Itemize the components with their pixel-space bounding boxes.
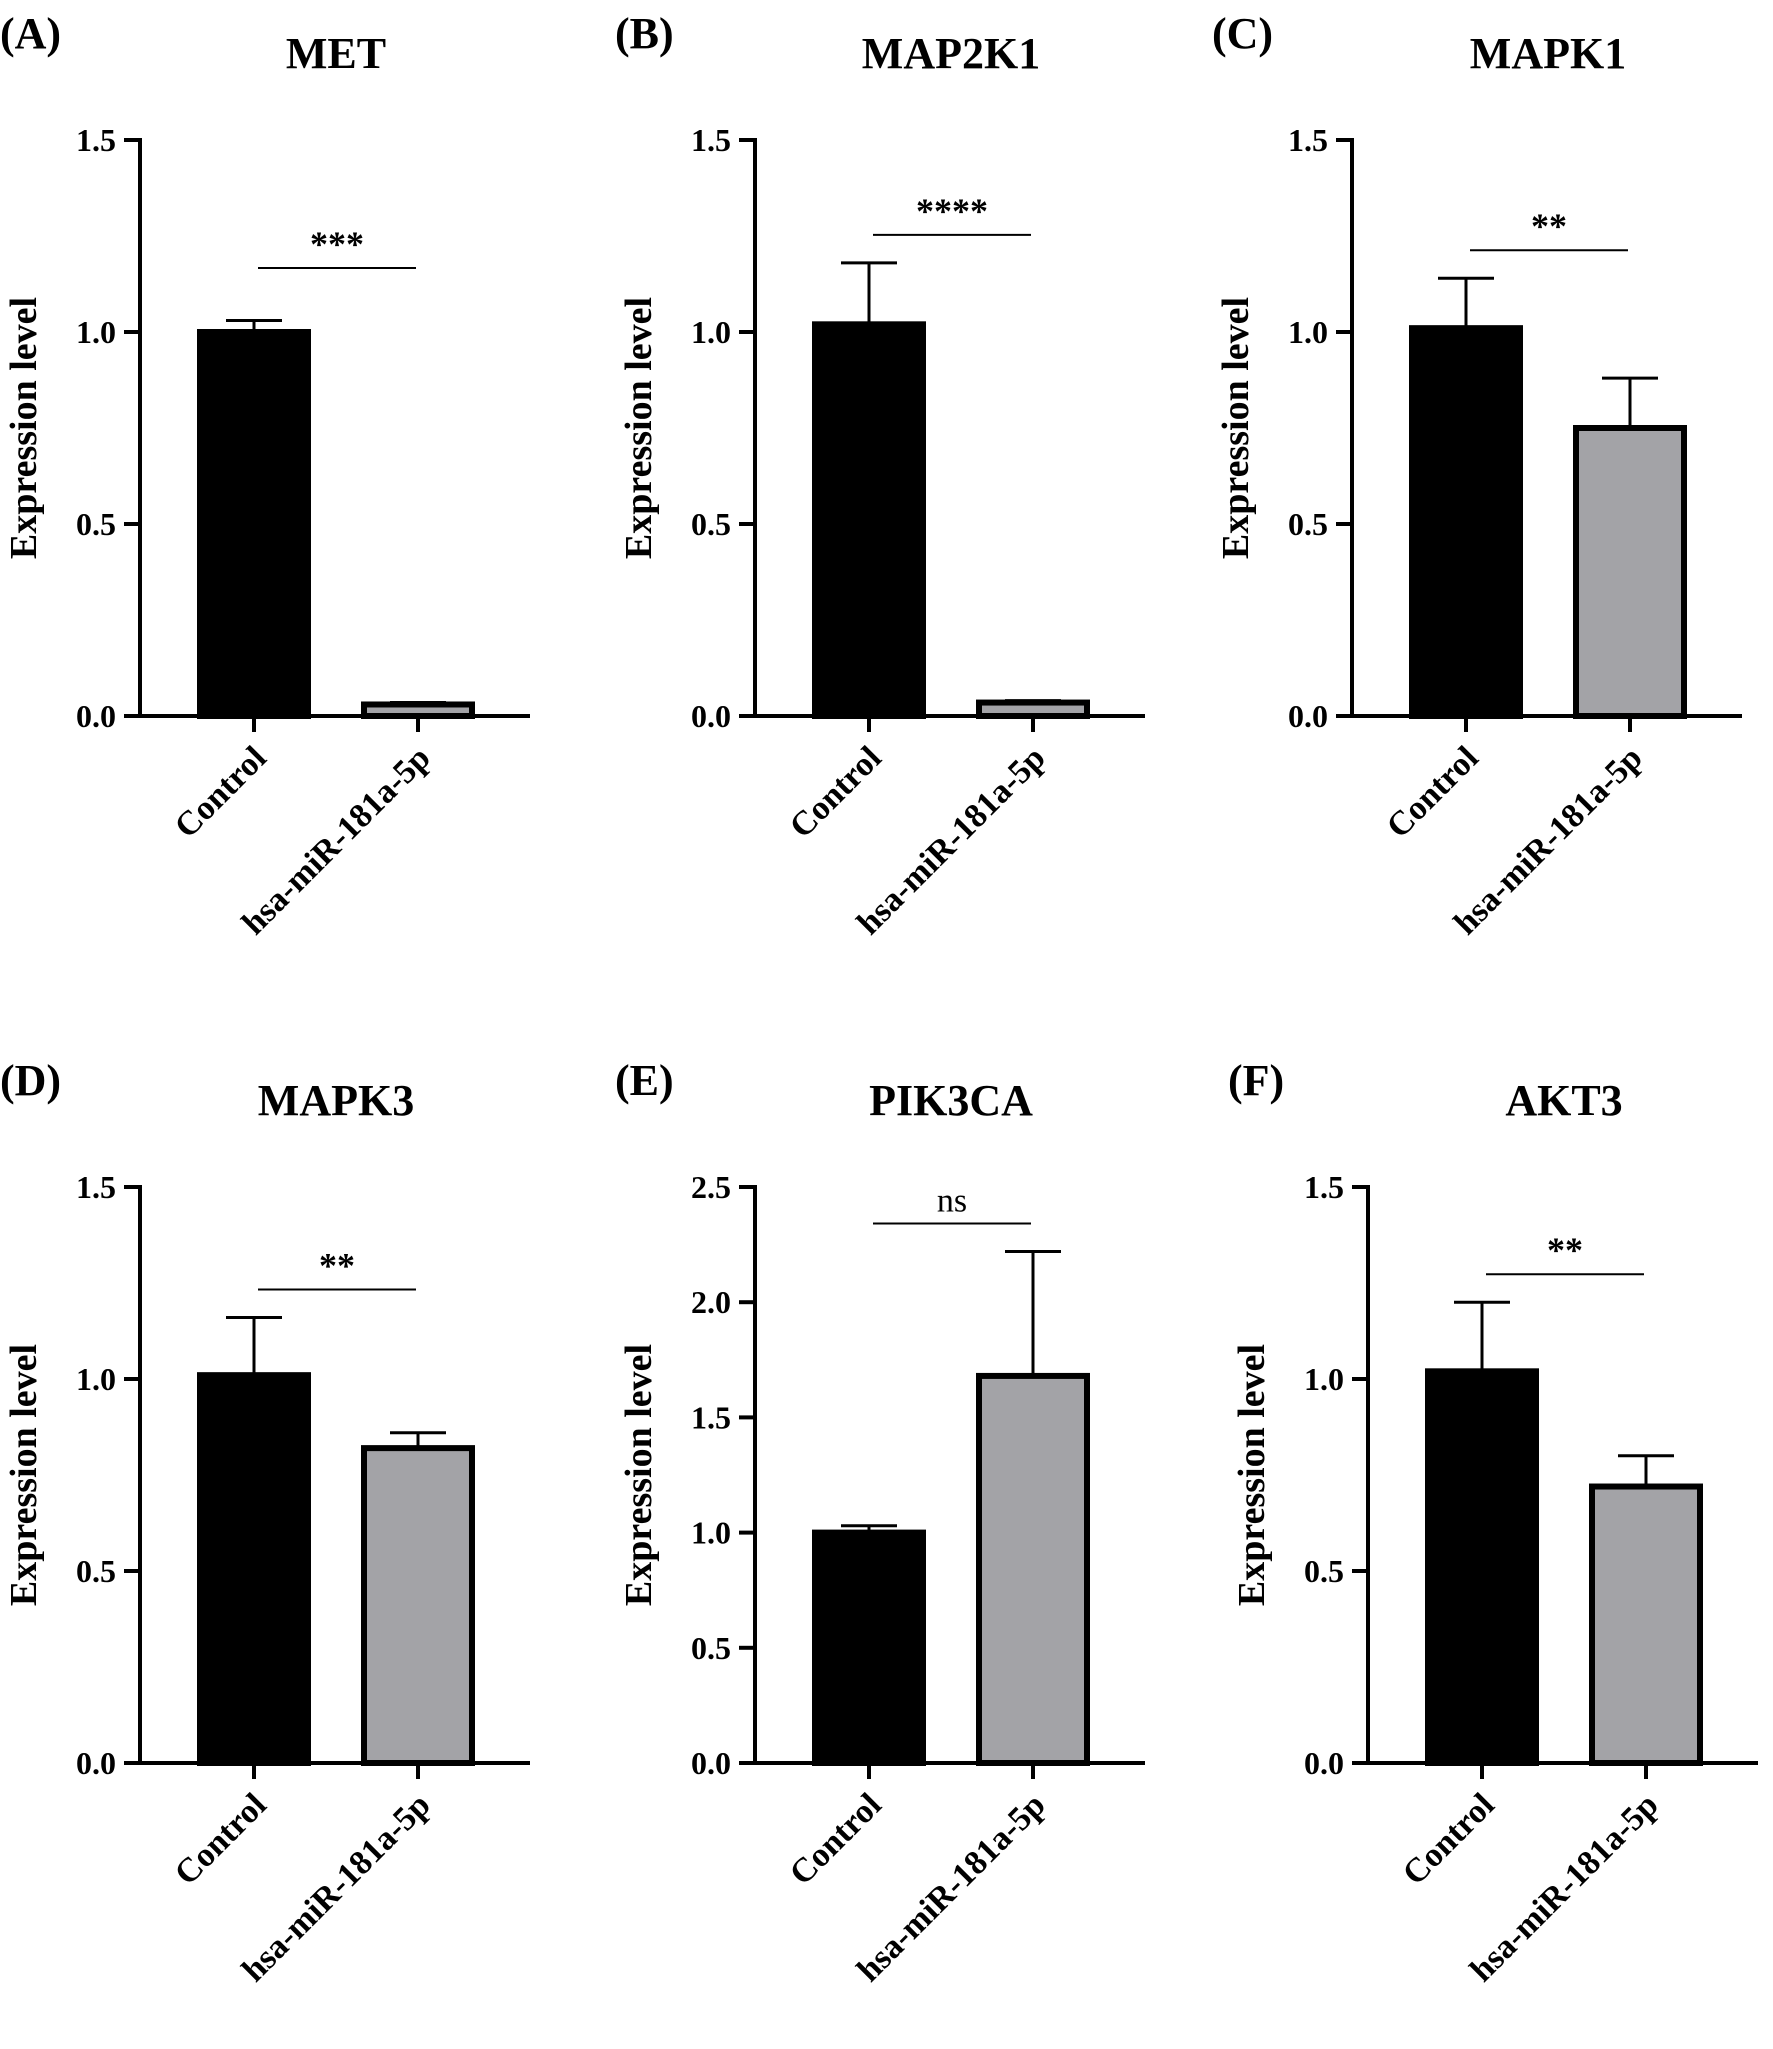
y-axis-title: Expression level (618, 1344, 660, 1606)
panel-label: (D) (0, 1056, 61, 1105)
chart-title: PIK3CA (869, 1076, 1033, 1125)
panel-label: (E) (615, 1056, 674, 1105)
y-tick-label: 1.0 (1304, 1361, 1344, 1397)
panel-b: (B) MAP2K1 Expression level 0.0 0.5 1.0 1.5 Con… (615, 9, 1145, 942)
bar-treated (976, 1372, 1090, 1766)
y-tick-label: 2.5 (691, 1169, 731, 1205)
panel-label: (A) (0, 9, 61, 58)
panel-d: (D) MAPK3 Expression level 0.0 0.5 1.0 1.5 Cont… (0, 1056, 530, 1989)
y-tick-label: 1.5 (1288, 122, 1328, 158)
bar-treated (1589, 1483, 1703, 1766)
bar-control (1409, 325, 1523, 719)
x-category-label: Control (783, 1786, 889, 1892)
y-tick-label: 0.0 (1304, 1745, 1344, 1781)
bar-treated (1573, 425, 1687, 719)
significance-label: ** (319, 1246, 355, 1286)
chart-title: MAPK3 (258, 1076, 414, 1125)
y-tick-label: 0.0 (1288, 698, 1328, 734)
y-tick-label: 1.5 (76, 122, 116, 158)
y-axis-title: Expression level (3, 297, 45, 559)
x-category-label: Control (783, 739, 889, 845)
significance-label: ** (1547, 1230, 1583, 1270)
significance-label: **** (916, 191, 988, 231)
chart-title: AKT3 (1505, 1076, 1622, 1125)
y-tick-label: 1.5 (76, 1169, 116, 1205)
panel-a: (A) MET Expression level 0.0 0.5 1.0 1.5 Contro… (0, 9, 530, 942)
significance-label: *** (310, 224, 364, 264)
y-tick-label: 0.0 (76, 698, 116, 734)
x-category-label: Control (168, 739, 274, 845)
panel-label: (B) (615, 9, 674, 58)
significance-label: ns (937, 1183, 967, 1220)
chart-title: MAP2K1 (862, 29, 1040, 78)
y-axis-title: Expression level (3, 1344, 45, 1606)
bar-control (197, 1372, 311, 1766)
panel-label: (F) (1228, 1056, 1284, 1105)
y-tick-label: 2.0 (691, 1284, 731, 1320)
y-axis-title: Expression level (1215, 297, 1257, 559)
y-tick-label: 0.5 (76, 506, 116, 542)
y-tick-label: 0.5 (691, 506, 731, 542)
bar-control (197, 329, 311, 719)
y-tick-label: 1.5 (691, 122, 731, 158)
y-tick-label: 1.0 (691, 314, 731, 350)
panel-f: (F) AKT3 Expression level 0.0 0.5 1.0 1.5 Contr… (1228, 1056, 1758, 1989)
y-axis-title: Expression level (1231, 1344, 1273, 1606)
chart-title: MET (286, 29, 386, 78)
panel-e: (E) PIK3CA Expression level 0.0 0.5 1.0 1.5 2.0… (615, 1056, 1145, 1989)
significance-label: ** (1531, 206, 1567, 246)
y-tick-label: 0.5 (76, 1553, 116, 1589)
y-tick-label: 1.0 (76, 1361, 116, 1397)
bar-treated (976, 699, 1090, 719)
panel-c: (C) MAPK1 Expression level 0.0 0.5 1.0 1.5 Cont… (1212, 9, 1742, 942)
y-axis-title: Expression level (618, 297, 660, 559)
x-category-label: Control (1380, 739, 1486, 845)
y-tick-label: 1.5 (1304, 1169, 1344, 1205)
y-tick-label: 0.5 (691, 1630, 731, 1666)
y-tick-label: 0.0 (691, 1745, 731, 1781)
x-category-label: Control (168, 1786, 274, 1892)
bar-control (812, 1529, 926, 1766)
bar-control (1425, 1368, 1539, 1766)
y-tick-label: 0.5 (1288, 506, 1328, 542)
y-tick-label: 1.0 (76, 314, 116, 350)
bar-treated (361, 1445, 475, 1766)
y-tick-label: 0.0 (691, 698, 731, 734)
y-tick-label: 1.5 (691, 1399, 731, 1435)
chart-title: MAPK1 (1470, 29, 1626, 78)
panel-label: (C) (1212, 9, 1273, 58)
y-tick-label: 0.5 (1304, 1553, 1344, 1589)
x-category-label: Control (1396, 1786, 1502, 1892)
y-tick-label: 1.0 (1288, 314, 1328, 350)
y-tick-label: 0.0 (76, 1745, 116, 1781)
y-tick-label: 1.0 (691, 1515, 731, 1551)
bar-control (812, 321, 926, 719)
